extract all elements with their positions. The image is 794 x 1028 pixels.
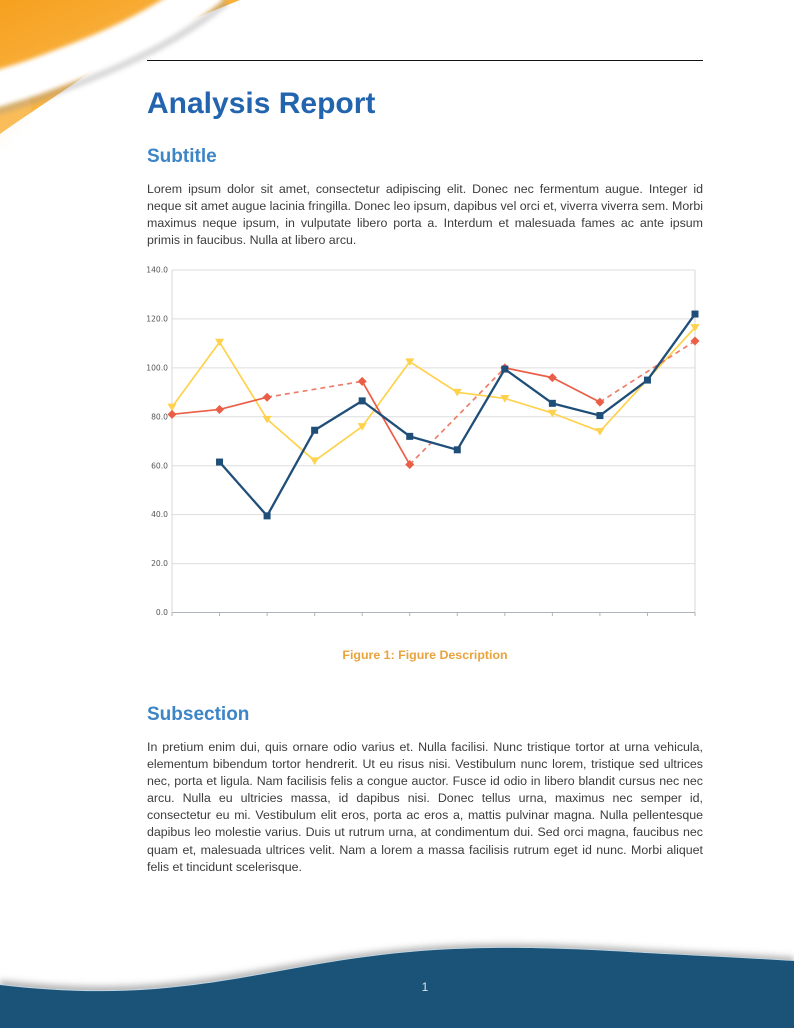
yellow-triangle-series-segment <box>361 361 411 428</box>
footer-wave-fill <box>0 947 794 1028</box>
y-tick-label: 0.0 <box>156 608 168 616</box>
blue-square-series-segment <box>456 368 506 451</box>
y-tick-label: 60.0 <box>151 461 168 470</box>
yellow-triangle-series-marker <box>690 324 700 332</box>
section-heading-subtitle: Subtitle <box>147 146 217 167</box>
decoration-orange-blob <box>0 0 240 134</box>
red-diamond-series-segment <box>266 380 363 399</box>
blue-square-series-marker <box>216 458 224 466</box>
blue-square-series-marker <box>548 399 556 407</box>
yellow-triangle-series-marker <box>405 358 415 366</box>
red-diamond-series-marker <box>690 336 700 346</box>
red-diamond-series-segment <box>219 396 268 411</box>
blue-square-series-segment <box>504 368 554 405</box>
blue-square-series-marker <box>358 397 366 405</box>
yellow-triangle-series-segment <box>218 341 268 420</box>
blue-square-series-segment <box>409 435 458 451</box>
corner-decoration <box>0 0 240 150</box>
red-diamond-series-segment <box>409 367 506 466</box>
footer-wave <box>0 943 794 1028</box>
blue-square-series-marker <box>643 376 651 384</box>
yellow-triangle-series-marker <box>214 338 225 347</box>
yellow-triangle-series-marker <box>547 409 557 418</box>
blue-square-series-segment <box>314 399 363 432</box>
yellow-triangle-series-marker <box>262 415 272 424</box>
figure-caption-label: Figure 1: <box>342 648 395 662</box>
blue-square-series-marker <box>453 446 461 454</box>
blue-square-series-segment <box>361 399 411 438</box>
yellow-triangle-series-marker <box>167 403 177 412</box>
red-diamond-series-marker <box>167 409 177 419</box>
blue-square-series-segment <box>218 461 268 517</box>
red-diamond-series-marker <box>262 392 272 402</box>
red-diamond-series-segment <box>361 380 411 465</box>
y-tick-label: 40.0 <box>151 510 168 519</box>
red-diamond-series-segment <box>171 408 220 416</box>
y-tick-label: 20.0 <box>151 559 168 568</box>
blue-square-series-marker <box>263 512 271 520</box>
yellow-triangle-series-segment <box>266 418 316 462</box>
blue-square-series-segment <box>599 379 649 417</box>
blue-square-series-marker <box>501 365 509 373</box>
blue-square-series-marker <box>311 426 319 434</box>
blue-square-series-marker <box>406 432 414 440</box>
y-tick-label: 140.0 <box>147 266 168 275</box>
red-diamond-series-marker <box>405 459 415 469</box>
yellow-triangle-series-segment <box>171 341 221 408</box>
yellow-triangle-series-marker <box>452 388 462 397</box>
blue-square-series-marker <box>691 310 699 318</box>
red-diamond-series-segment <box>599 340 696 403</box>
figure-chart: 0.0 20.0 40.0 60.0 80.0 100.0 120.0 140.0 <box>147 266 700 616</box>
yellow-triangle-series-marker <box>500 395 510 403</box>
red-diamond-series-marker <box>595 397 605 407</box>
page-title: Analysis Report <box>147 87 376 120</box>
yellow-triangle-series-segment <box>457 391 505 400</box>
paragraph-1: Lorem ipsum dolor sit amet, consectetur … <box>147 182 703 248</box>
red-diamond-series-marker <box>547 373 557 383</box>
page-number: 1 <box>421 980 429 994</box>
section-heading-subsection: Subsection <box>147 704 250 725</box>
blue-square-series-marker <box>596 412 604 420</box>
blue-square-series-segment <box>266 429 316 517</box>
yellow-triangle-series-marker <box>310 457 320 466</box>
y-tick-label: 100.0 <box>147 363 168 372</box>
yellow-triangle-series-segment <box>552 412 601 433</box>
y-tick-label: 120.0 <box>147 315 168 324</box>
decoration-swoosh <box>0 0 224 107</box>
red-diamond-series-marker <box>215 404 225 414</box>
paragraph-2: In pretium enim dui, quis ornare odio va… <box>147 740 703 874</box>
yellow-triangle-series-segment <box>314 425 363 462</box>
yellow-triangle-series-segment <box>409 361 458 394</box>
yellow-triangle-series-segment <box>504 397 553 414</box>
red-diamond-series-segment <box>551 376 601 403</box>
figure-caption: Figure 1: Figure Description <box>147 648 703 662</box>
figure-caption-text: Figure Description <box>398 648 508 662</box>
yellow-triangle-series-marker <box>357 423 367 431</box>
blue-square-series-segment <box>646 313 696 381</box>
y-tick-label: 80.0 <box>151 412 168 421</box>
blue-square-series-segment <box>552 402 601 417</box>
red-diamond-series-marker <box>357 376 367 386</box>
title-rule <box>147 60 703 61</box>
yellow-triangle-series-marker <box>595 428 605 436</box>
red-diamond-series-segment <box>504 367 553 379</box>
